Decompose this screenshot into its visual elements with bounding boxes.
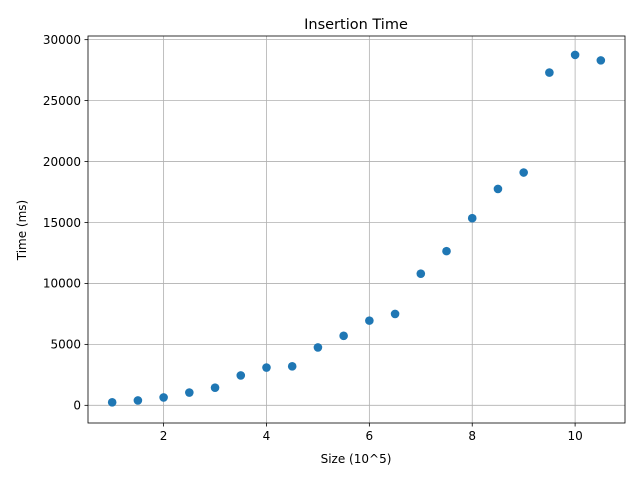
data-point bbox=[262, 363, 271, 372]
x-tick-label: 8 bbox=[468, 429, 476, 443]
data-point bbox=[210, 383, 220, 392]
data-point bbox=[416, 269, 426, 278]
grid-lines bbox=[88, 36, 625, 423]
data-point bbox=[519, 168, 528, 177]
data-point bbox=[236, 371, 246, 380]
data-point bbox=[467, 213, 477, 223]
y-tick-label: 20000 bbox=[43, 155, 81, 169]
x-tick-label: 10 bbox=[567, 429, 582, 443]
data-points bbox=[107, 50, 606, 407]
data-point bbox=[390, 309, 400, 319]
x-tick-label: 4 bbox=[263, 429, 271, 443]
x-tick-label: 2 bbox=[160, 429, 168, 443]
y-tick-label: 25000 bbox=[43, 94, 81, 108]
data-point bbox=[570, 50, 580, 60]
data-point bbox=[185, 388, 194, 397]
data-point bbox=[133, 396, 143, 405]
data-point bbox=[313, 343, 323, 352]
data-point bbox=[493, 184, 503, 194]
x-tick-label: 6 bbox=[366, 429, 374, 443]
data-point bbox=[442, 246, 451, 256]
y-tick-label: 30000 bbox=[43, 33, 81, 47]
data-point bbox=[596, 56, 606, 65]
plot-frame bbox=[87, 35, 626, 424]
data-point bbox=[107, 397, 117, 407]
chart-title: Insertion Time bbox=[304, 17, 408, 33]
data-point bbox=[287, 362, 297, 371]
data-point bbox=[159, 393, 168, 402]
y-tick-label: 10000 bbox=[43, 277, 81, 291]
axis-ticks: 2 4 6 8 10 0 5000 10000 15000 20000 25000 30000 bbox=[43, 33, 583, 443]
data-point bbox=[545, 68, 554, 77]
y-tick-label: 5000 bbox=[50, 338, 81, 352]
data-point bbox=[339, 331, 348, 341]
data-point bbox=[365, 316, 374, 325]
y-tick-label: 15000 bbox=[43, 216, 81, 230]
x-axis-label: Size (10^5) bbox=[321, 452, 392, 466]
y-axis-label: Time (ms) bbox=[15, 200, 29, 262]
y-tick-label: 0 bbox=[73, 399, 81, 413]
